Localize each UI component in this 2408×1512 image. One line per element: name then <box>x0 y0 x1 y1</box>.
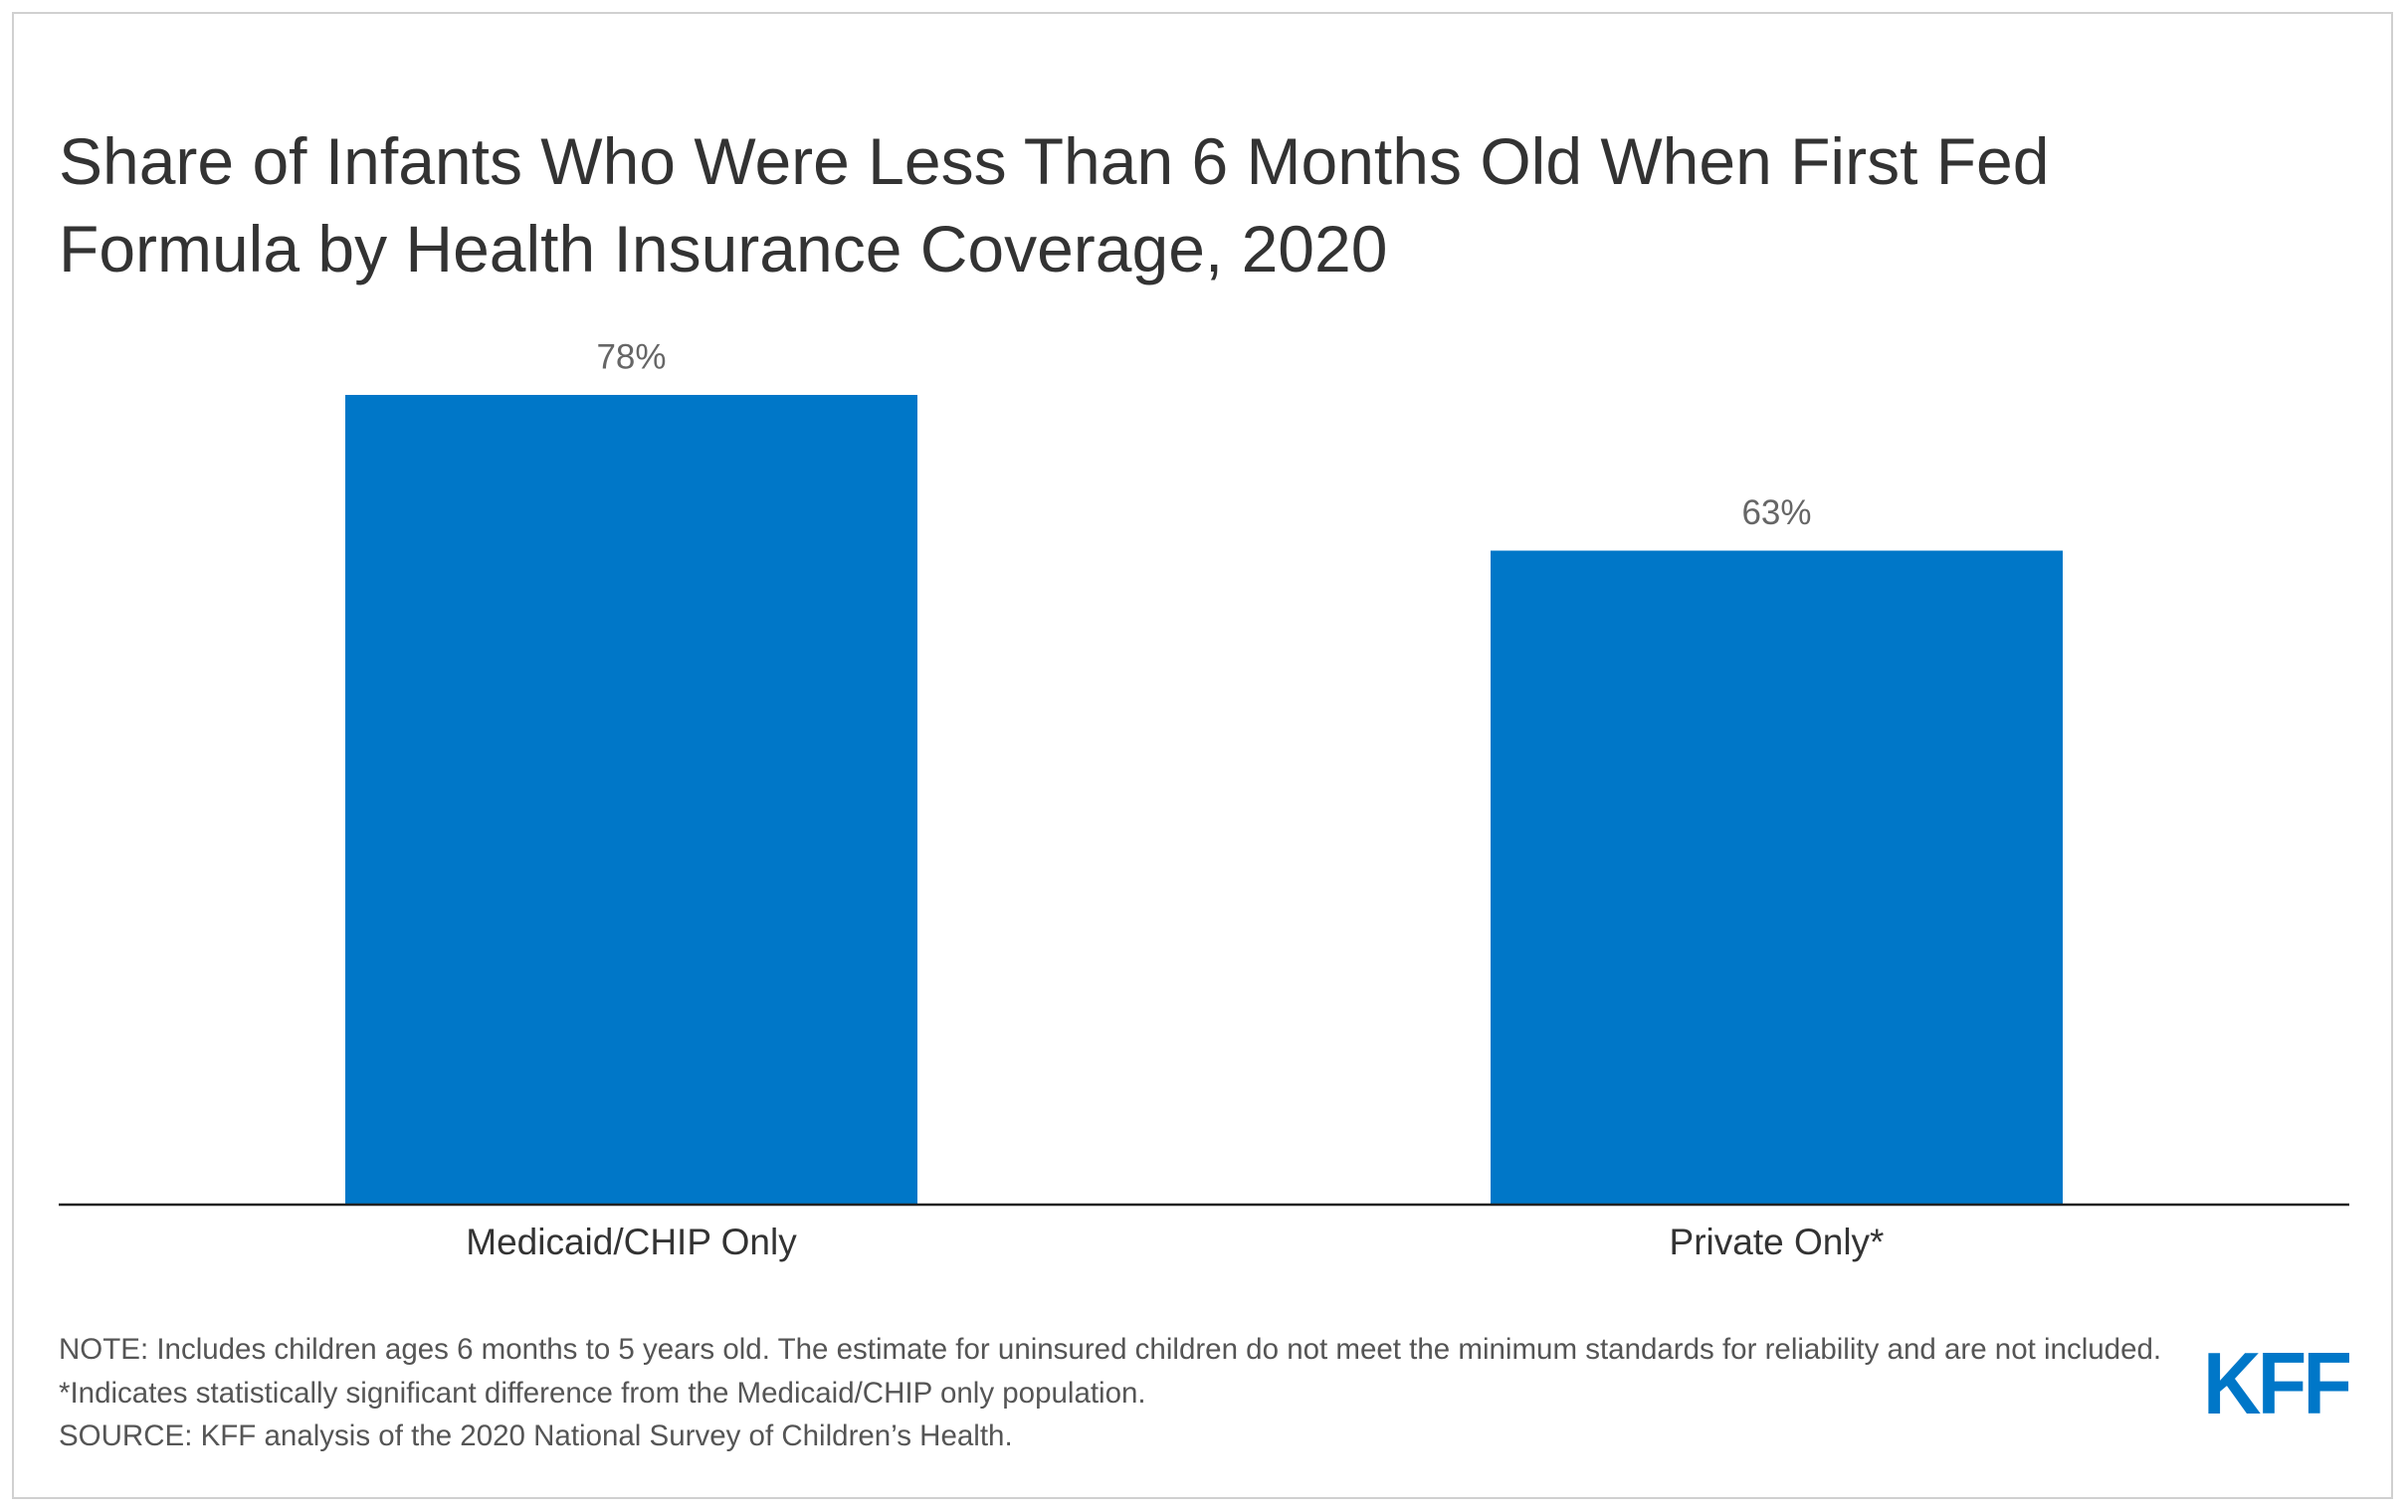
x-tick-label: Private Only* <box>1670 1222 1885 1262</box>
x-tick-label: Medicaid/CHIP Only <box>466 1222 797 1262</box>
source: SOURCE: KFF analysis of the 2020 Nationa… <box>59 1419 1013 1452</box>
bar <box>345 395 917 1205</box>
chart-title: Share of Infants Who Were Less Than 6 Mo… <box>59 124 2050 285</box>
value-label: 78% <box>596 337 666 376</box>
logo: KFF <box>2203 1334 2352 1432</box>
bar <box>1491 550 2063 1205</box>
note: NOTE: Includes children ages 6 months to… <box>59 1333 2162 1410</box>
frame <box>12 12 2393 1499</box>
value-label: 63% <box>1741 493 1811 532</box>
